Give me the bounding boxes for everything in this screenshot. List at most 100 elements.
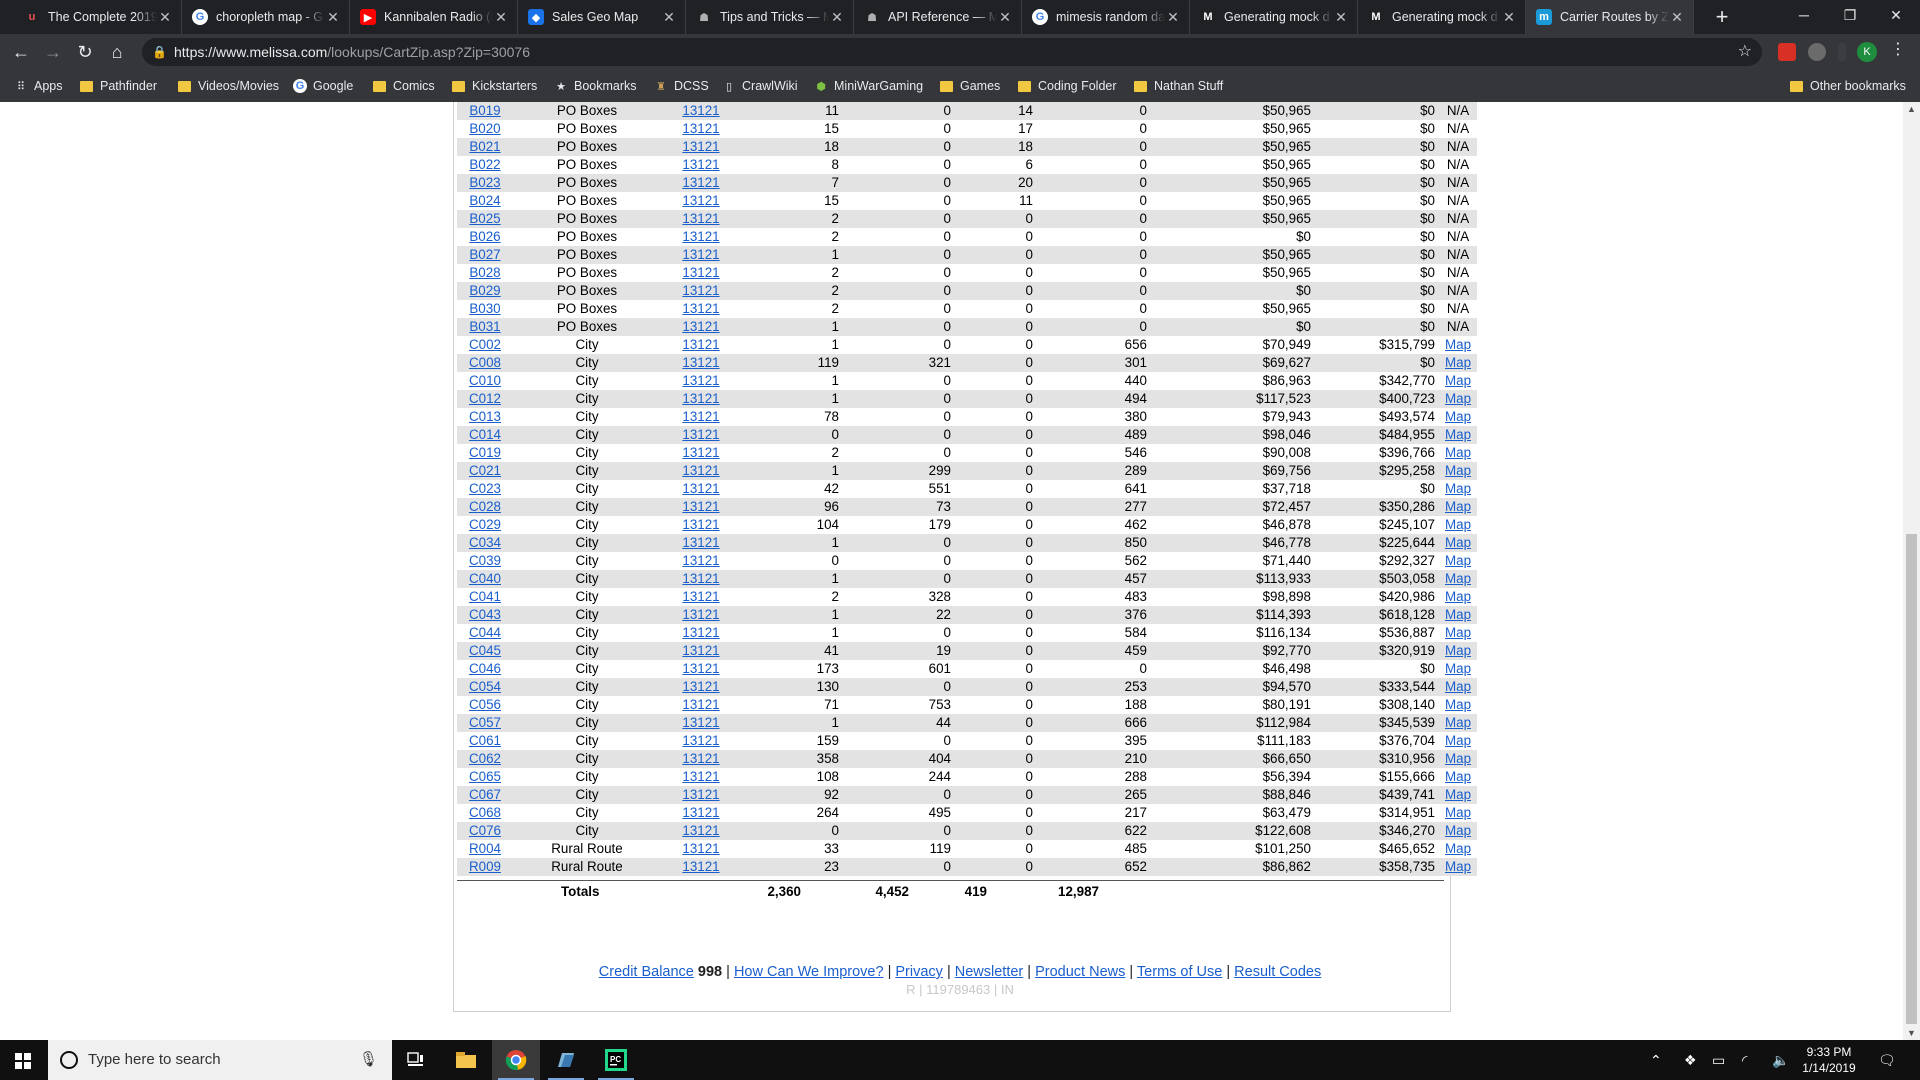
route-link[interactable]: C012 bbox=[468, 391, 501, 406]
zip-link[interactable]: 13121 bbox=[682, 319, 720, 334]
route-link[interactable]: C040 bbox=[468, 571, 501, 586]
close-tab-icon[interactable]: ✕ bbox=[663, 8, 675, 25]
app-taskbar-icon[interactable] bbox=[542, 1040, 590, 1080]
dropbox-icon[interactable]: ❖ bbox=[1684, 1052, 1697, 1068]
route-link[interactable]: C043 bbox=[468, 607, 501, 622]
map-link[interactable]: Map bbox=[1444, 625, 1472, 640]
route-link[interactable]: C019 bbox=[468, 445, 501, 460]
map-link[interactable]: Map bbox=[1444, 805, 1472, 820]
bookmark-item[interactable]: Nathan Stuff bbox=[1134, 70, 1223, 102]
browser-tab[interactable]: M Generating mock d ✕ bbox=[1190, 0, 1358, 34]
bookmark-item[interactable]: Pathfinder bbox=[80, 70, 157, 102]
profile-avatar[interactable]: K bbox=[1857, 42, 1877, 62]
system-clock[interactable]: 9:33 PM 1/14/2019 bbox=[1789, 1044, 1869, 1076]
taskbar-search-input[interactable]: Type here to search 🎙 bbox=[48, 1040, 392, 1080]
map-link[interactable]: Map bbox=[1444, 553, 1472, 568]
bookmark-item[interactable]: ⠿ Apps bbox=[14, 70, 63, 102]
volume-icon[interactable]: 🔈 bbox=[1772, 1052, 1790, 1068]
route-link[interactable]: C041 bbox=[468, 589, 501, 604]
bookmark-item[interactable]: ♜ DCSS bbox=[654, 70, 709, 102]
zip-link[interactable]: 13121 bbox=[682, 373, 720, 388]
route-link[interactable]: C021 bbox=[468, 463, 501, 478]
zip-link[interactable]: 13121 bbox=[682, 679, 720, 694]
map-link[interactable]: Map bbox=[1444, 733, 1472, 748]
bookmark-item[interactable]: Coding Folder bbox=[1018, 70, 1117, 102]
extension-icon[interactable] bbox=[1808, 43, 1826, 61]
map-link[interactable]: Map bbox=[1444, 589, 1472, 604]
extension-icon[interactable] bbox=[1778, 43, 1796, 61]
map-link[interactable]: Map bbox=[1444, 337, 1472, 352]
route-link[interactable]: C014 bbox=[468, 427, 501, 442]
bookmark-item[interactable]: Games bbox=[940, 70, 1000, 102]
route-link[interactable]: B025 bbox=[469, 211, 501, 226]
zip-link[interactable]: 13121 bbox=[682, 229, 720, 244]
improve-link[interactable]: How Can We Improve? bbox=[733, 964, 884, 980]
map-link[interactable]: Map bbox=[1444, 787, 1472, 802]
map-link[interactable]: Map bbox=[1444, 661, 1472, 676]
zip-link[interactable]: 13121 bbox=[682, 103, 720, 118]
route-link[interactable]: C044 bbox=[468, 625, 501, 640]
browser-tab[interactable]: u The Complete 2019 ✕ bbox=[14, 0, 182, 34]
route-link[interactable]: C039 bbox=[468, 553, 501, 568]
map-link[interactable]: Map bbox=[1444, 517, 1472, 532]
newsletter-link[interactable]: Newsletter bbox=[954, 964, 1024, 980]
notifications-icon[interactable]: 🗨 bbox=[1878, 1052, 1896, 1068]
zip-link[interactable]: 13121 bbox=[682, 823, 720, 838]
zip-link[interactable]: 13121 bbox=[682, 337, 720, 352]
bookmark-item[interactable]: G Google bbox=[293, 70, 353, 102]
zip-link[interactable]: 13121 bbox=[682, 301, 720, 316]
zip-link[interactable]: 13121 bbox=[682, 643, 720, 658]
close-tab-icon[interactable]: ✕ bbox=[999, 8, 1011, 25]
route-link[interactable]: B023 bbox=[469, 175, 501, 190]
battery-icon[interactable]: ▭ bbox=[1712, 1052, 1726, 1068]
wifi-icon[interactable]: ◜ bbox=[1742, 1052, 1748, 1068]
map-link[interactable]: Map bbox=[1444, 643, 1472, 658]
credit-balance-link[interactable]: Credit Balance bbox=[598, 964, 694, 980]
route-link[interactable]: R009 bbox=[468, 859, 501, 874]
zip-link[interactable]: 13121 bbox=[682, 211, 720, 226]
route-link[interactable]: C045 bbox=[468, 643, 501, 658]
map-link[interactable]: Map bbox=[1444, 373, 1472, 388]
map-link[interactable]: Map bbox=[1444, 409, 1472, 424]
route-link[interactable]: C002 bbox=[468, 337, 501, 352]
route-link[interactable]: R004 bbox=[468, 841, 501, 856]
scroll-up-icon[interactable]: ▲ bbox=[1907, 104, 1916, 114]
route-link[interactable]: C062 bbox=[468, 751, 501, 766]
map-link[interactable]: Map bbox=[1444, 841, 1472, 856]
bookmark-item[interactable]: ★ Bookmarks bbox=[554, 70, 636, 102]
map-link[interactable]: Map bbox=[1444, 499, 1472, 514]
route-link[interactable]: B026 bbox=[469, 229, 501, 244]
route-link[interactable]: C067 bbox=[468, 787, 501, 802]
close-tab-icon[interactable]: ✕ bbox=[1335, 8, 1347, 25]
chrome-taskbar-icon[interactable] bbox=[492, 1040, 540, 1080]
bookmark-star-icon[interactable]: ☆ bbox=[1737, 43, 1752, 60]
route-link[interactable]: C056 bbox=[468, 697, 501, 712]
scrollbar-thumb[interactable] bbox=[1906, 534, 1917, 1024]
route-link[interactable]: C054 bbox=[468, 679, 501, 694]
bookmark-item[interactable]: Kickstarters bbox=[452, 70, 537, 102]
map-link[interactable]: Map bbox=[1444, 481, 1472, 496]
chrome-menu-icon[interactable]: ⋮ bbox=[1890, 41, 1906, 58]
browser-tab[interactable]: ☗ Tips and Tricks — M ✕ bbox=[686, 0, 854, 34]
zip-link[interactable]: 13121 bbox=[682, 535, 720, 550]
route-link[interactable]: C068 bbox=[468, 805, 501, 820]
tray-chevron-icon[interactable]: ⌃ bbox=[1650, 1052, 1662, 1068]
route-link[interactable]: C076 bbox=[468, 823, 501, 838]
route-link[interactable]: B020 bbox=[469, 121, 501, 136]
microphone-icon[interactable]: 🎙 bbox=[358, 1051, 378, 1068]
map-link[interactable]: Map bbox=[1444, 751, 1472, 766]
zip-link[interactable]: 13121 bbox=[682, 427, 720, 442]
bookmark-item[interactable]: Videos/Movies bbox=[178, 70, 279, 102]
zip-link[interactable]: 13121 bbox=[682, 175, 720, 190]
map-link[interactable]: Map bbox=[1444, 823, 1472, 838]
zip-link[interactable]: 13121 bbox=[682, 391, 720, 406]
route-link[interactable]: B021 bbox=[469, 139, 501, 154]
zip-link[interactable]: 13121 bbox=[682, 247, 720, 262]
route-link[interactable]: C028 bbox=[468, 499, 501, 514]
route-link[interactable]: B024 bbox=[469, 193, 501, 208]
product-news-link[interactable]: Product News bbox=[1035, 964, 1126, 980]
bookmark-item[interactable]: ▯ CrawlWiki bbox=[722, 70, 798, 102]
map-link[interactable]: Map bbox=[1444, 859, 1472, 874]
browser-tab[interactable]: ◆ Sales Geo Map ✕ bbox=[518, 0, 686, 34]
zip-link[interactable]: 13121 bbox=[682, 787, 720, 802]
